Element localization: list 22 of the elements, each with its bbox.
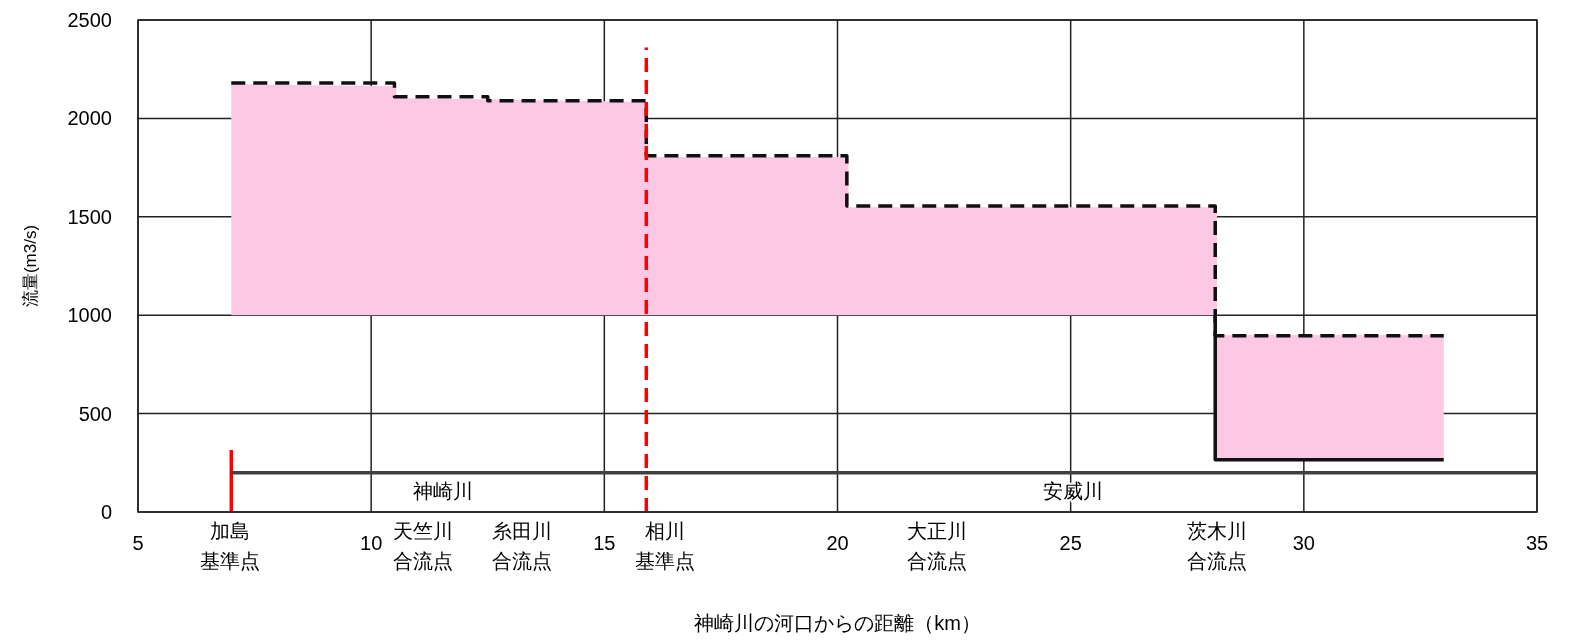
annotation: 大正川合流点 [907, 520, 967, 572]
annotation: 糸田川合流点 [492, 520, 552, 572]
y-tick-label: 0 [100, 501, 112, 523]
annotation: 茨木川合流点 [1187, 520, 1247, 572]
annotation: 天竺川合流点 [393, 520, 453, 572]
y-tick-label: 2000 [67, 107, 112, 130]
x-tick-label: 35 [1525, 532, 1549, 554]
annotation: 神崎川 [413, 480, 473, 502]
y-axis-title: 流量(m3/s) [21, 224, 40, 308]
x-tick-label: 15 [593, 532, 616, 554]
y-tick-label: 2500 [67, 9, 112, 31]
y-tick-label: 1500 [67, 205, 112, 228]
x-axis-title: 神崎川の河口からの距離（km） [694, 612, 981, 634]
x-tick-label: 10 [360, 532, 383, 554]
x-tick-label: 30 [1292, 532, 1315, 554]
x-tick-label: 25 [1059, 532, 1082, 554]
y-tick-label: 500 [78, 402, 112, 425]
y-tick-label: 1000 [67, 304, 112, 327]
x-tick-label: 5 [132, 532, 144, 554]
annotation: 相川基準点 [635, 520, 695, 572]
x-tick-label: 20 [826, 532, 849, 554]
annotation: 加島基準点 [200, 520, 260, 572]
